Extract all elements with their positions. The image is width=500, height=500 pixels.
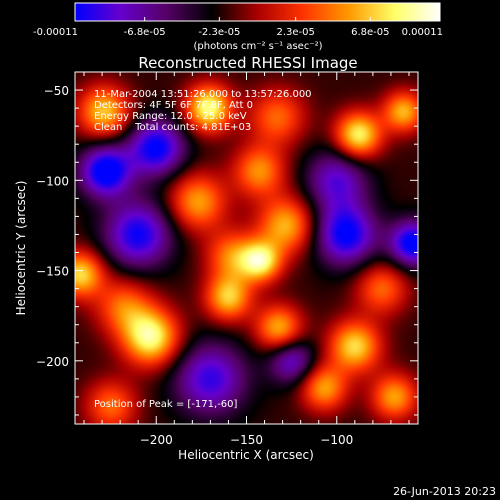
annotation-time: 11-Mar-2004 13:51:26.000 to 13:57:26.000 <box>94 89 312 100</box>
heatmap-image <box>75 72 418 424</box>
y-tick-label: −50 <box>44 84 69 98</box>
timestamp: 26-Jun-2013 20:23 <box>393 485 496 498</box>
axis-ticks: −200 −150 −100 −50 −100 −150 −200 <box>36 71 418 447</box>
colorbar-tick-label: 0.00011 <box>402 27 443 38</box>
chart-title: Reconstructed RHESSI Image <box>138 54 357 72</box>
x-tick-label: −100 <box>320 433 353 447</box>
colorbar-tick-label: -2.3e-05 <box>198 27 240 38</box>
y-axis-label: Heliocentric Y (arcsec) <box>14 181 28 316</box>
y-tick-label: −100 <box>36 174 69 188</box>
x-tick-label: −150 <box>230 433 263 447</box>
annotation-clean: Clean Total counts: 4.81E+03 <box>94 122 251 133</box>
colorbar-units: (photons cm⁻² s⁻¹ asec⁻²) <box>193 41 322 52</box>
colorbar-tick-label: -0.00011 <box>33 27 78 38</box>
colorbar-tick-label: -6.8e-05 <box>124 27 166 38</box>
x-axis-label: Heliocentric X (arcsec) <box>178 448 314 462</box>
colorbar-ticks: -0.00011 -6.8e-05 -2.3e-05 2.3e-05 6.8e-05 0.… <box>33 17 443 38</box>
x-tick-label: −200 <box>140 433 173 447</box>
y-tick-label: −150 <box>36 265 69 279</box>
colorbar-tick-label: 6.8e-05 <box>351 27 389 38</box>
peak-label: Position of Peak = [-171,-60] <box>94 399 238 410</box>
annotation-energy: Energy Range: 12.0 - 25.0 keV <box>94 111 247 122</box>
colorbar-tick-label: 2.3e-05 <box>276 27 314 38</box>
colorbar <box>74 2 441 22</box>
y-tick-label: −200 <box>36 355 69 369</box>
annotation-detectors: Detectors: 4F 5F 6F 7F 8F, Att 0 <box>94 100 253 111</box>
